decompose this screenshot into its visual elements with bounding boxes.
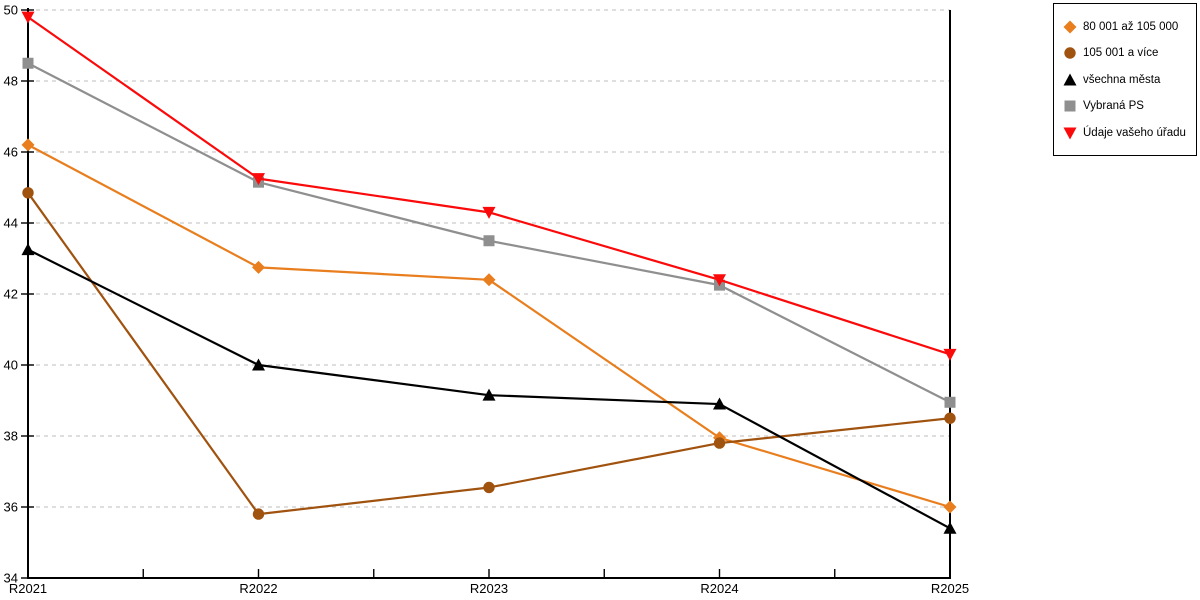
square-glyph: [1064, 100, 1076, 112]
legend-item: všechna města: [1063, 73, 1194, 87]
y-tick-label: 48: [4, 74, 18, 89]
x-tick-label: R2022: [239, 581, 277, 596]
circle-glyph: [1064, 47, 1076, 59]
legend-item: Údaje vašeho úřadu: [1063, 126, 1194, 140]
y-tick-label: 46: [4, 145, 18, 160]
y-tick-label: 44: [4, 216, 18, 231]
data-point-marker: [252, 173, 265, 186]
series-4: [21, 11, 957, 361]
legend: 80 001 až 105 000 105 001 a více všechna m…: [1053, 3, 1197, 156]
data-point-marker: [944, 412, 956, 424]
legend-label: 105 001 a více: [1083, 47, 1159, 59]
diamond-marker-icon: [1063, 20, 1077, 33]
data-point-marker: [21, 138, 35, 152]
legend-item: 105 001 a více: [1063, 46, 1194, 60]
legend-label: všechna města: [1083, 73, 1161, 86]
data-point-marker: [21, 243, 35, 256]
legend-item: 80 001 až 105 000: [1063, 20, 1194, 34]
legend-item: Vybraná PS: [1063, 99, 1194, 113]
triangle-up-glyph: [1063, 73, 1077, 85]
y-tick-label: 34: [4, 571, 18, 586]
data-point-marker: [483, 481, 495, 494]
diamond-glyph: [1063, 20, 1077, 33]
y-tick-label: 42: [4, 287, 18, 302]
data-point-marker: [21, 11, 35, 24]
square-marker-icon: [1064, 100, 1076, 112]
y-tick-label: 38: [4, 429, 18, 444]
data-point-marker: [252, 260, 265, 274]
y-tick-label: 36: [4, 500, 18, 515]
data-point-marker: [22, 57, 34, 69]
circle-marker-icon: [1064, 47, 1076, 59]
data-point-marker: [482, 273, 496, 287]
data-point-marker: [944, 396, 956, 408]
series-2: [21, 243, 957, 534]
x-tick-label: R2023: [470, 581, 508, 596]
triangle-down-marker-icon: [1063, 127, 1077, 139]
legend-label: 80 001 až 105 000: [1083, 20, 1179, 33]
legend-label: Vybraná PS: [1083, 100, 1144, 112]
series-1: [22, 187, 956, 520]
triangle-up-marker-icon: [1063, 73, 1077, 85]
data-point-marker: [713, 274, 726, 287]
legend-label: Údaje vašeho úřadu: [1083, 126, 1186, 139]
triangle-down-glyph: [1063, 127, 1077, 139]
data-point-marker: [483, 235, 495, 247]
x-tick-label: R2024: [700, 581, 738, 596]
data-point-marker: [943, 500, 957, 514]
x-tick-label: R2021: [9, 581, 47, 596]
x-tick-label: R2025: [931, 581, 969, 596]
data-point-marker: [713, 397, 726, 410]
data-point-marker: [943, 348, 957, 361]
series-line: [27, 16, 951, 356]
data-point-marker: [252, 358, 265, 371]
data-point-marker: [252, 508, 265, 520]
y-tick-label: 50: [4, 3, 18, 18]
y-tick-label: 40: [4, 358, 18, 373]
data-point-marker: [22, 187, 34, 199]
data-point-marker: [713, 437, 726, 449]
data-point-marker: [482, 388, 496, 401]
data-point-marker: [482, 206, 496, 219]
data-point-marker: [943, 521, 957, 534]
